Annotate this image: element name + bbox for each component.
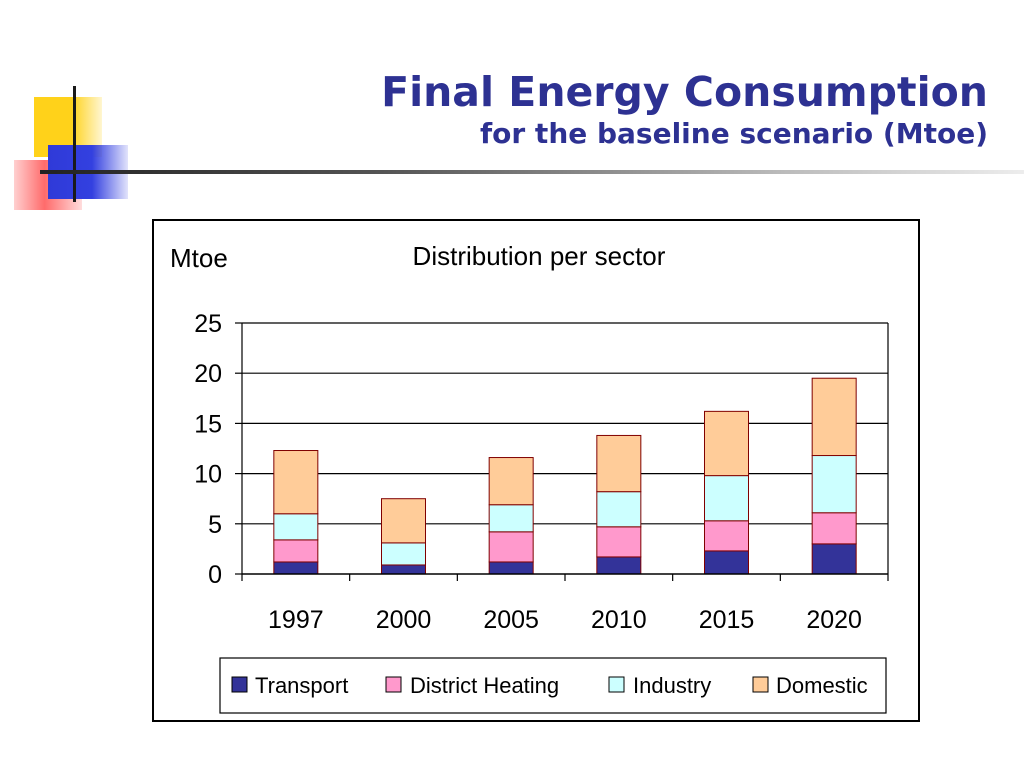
x-tick-label: 2015: [699, 606, 755, 634]
x-tick-label: 1997: [268, 606, 324, 634]
bar-segment: [488, 457, 534, 506]
bar-segment: [488, 504, 534, 533]
bar-segment: [811, 543, 857, 575]
legend-box: [219, 657, 887, 714]
chart-frame: Mtoe Distribution per sector 0 5 10 15 20 25 …: [152, 219, 920, 722]
legend-label: Transport: [255, 673, 348, 698]
y-axis-label: Mtoe: [170, 243, 228, 273]
legend-swatch: [385, 676, 402, 693]
bar-segment: [596, 491, 642, 528]
bar-segment: [381, 498, 426, 544]
x-tick-label: 2010: [591, 606, 647, 634]
y-tick-label: 25: [194, 310, 222, 338]
y-tick-label: 0: [208, 561, 222, 589]
x-tick-label: 2000: [376, 606, 432, 634]
bar-segment: [273, 450, 319, 515]
bars: [273, 377, 857, 575]
x-tick-labels: 1997 2000 2005 2010 2015 2020: [268, 606, 862, 634]
bar-segment: [273, 539, 319, 563]
y-tick-label: 15: [194, 410, 222, 438]
slide-title-block: Final Energy Consumption for the baselin…: [381, 66, 988, 150]
y-tick-labels: 0 5 10 15 20 25: [194, 310, 222, 589]
bar-segment: [596, 526, 642, 558]
bar-segment: [704, 550, 749, 575]
legend-swatch: [231, 676, 248, 693]
bar-segment: [811, 455, 857, 514]
bar-segment: [811, 512, 857, 545]
bar-segment: [704, 520, 749, 552]
slide-title: Final Energy Consumption: [381, 68, 988, 116]
slide-subtitle: for the baseline scenario (Mtoe): [479, 117, 988, 150]
legend-label: District Heating: [410, 673, 559, 698]
legend-label: Domestic: [776, 673, 868, 698]
x-tick-label: 2020: [806, 606, 862, 634]
legend-label: Industry: [633, 673, 711, 698]
chart-title: Distribution per sector: [413, 241, 666, 271]
decor-horizontal-line: [40, 170, 1024, 174]
bar-segment: [273, 561, 319, 575]
x-tick-label: 2005: [483, 606, 539, 634]
bar-segment: [488, 531, 534, 563]
y-tick-label: 20: [194, 360, 222, 388]
bar-segment: [596, 556, 642, 575]
gridlines: [242, 322, 889, 574]
stacked-bar-chart: Mtoe Distribution per sector 0510152025 …: [170, 241, 889, 714]
bar-segment: [704, 475, 749, 522]
bar-segment: [273, 513, 319, 541]
legend-swatch: [608, 676, 625, 693]
legend-swatch: [752, 676, 769, 693]
bar-segment: [381, 542, 426, 566]
axes: [235, 322, 889, 581]
bar-segment: [811, 377, 857, 457]
y-tick-label: 10: [194, 461, 222, 489]
bar-segment: [704, 410, 749, 477]
decor-vertical-line: [73, 86, 76, 202]
bar-segment: [488, 561, 534, 575]
y-tick-label: 5: [208, 511, 222, 539]
legend: Transport District Heating Industry Domesti…: [219, 657, 887, 714]
bar-segment: [596, 434, 642, 493]
bar-segment: [381, 564, 426, 575]
